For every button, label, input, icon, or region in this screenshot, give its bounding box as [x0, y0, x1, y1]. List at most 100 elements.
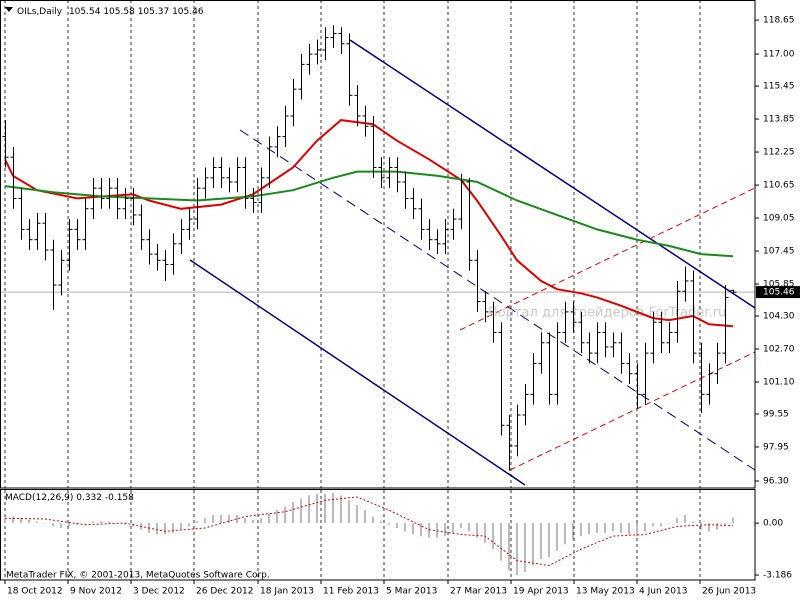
macd-bar — [412, 523, 414, 535]
header-high: 105.58 — [103, 7, 135, 17]
trend-line — [349, 39, 756, 309]
macd-bar — [604, 523, 606, 533]
header-open: 105.54 — [69, 7, 101, 17]
macd-bar — [92, 521, 94, 524]
macd-bar — [68, 523, 70, 527]
macd-bar — [396, 523, 398, 528]
macd-bar — [476, 523, 478, 538]
y-tick-label: 102.70 — [763, 344, 795, 354]
macd-bar — [28, 519, 30, 524]
macd-bar — [100, 521, 102, 524]
macd-bar — [524, 523, 526, 573]
macd-bar — [572, 523, 574, 540]
macd-bar — [628, 523, 630, 535]
macd-bar — [420, 523, 422, 537]
y-tick-label: 109.05 — [763, 214, 795, 224]
y-tick-label: 113.85 — [763, 115, 795, 125]
y-tick-label: 107.45 — [763, 247, 795, 257]
x-tick-label: 18 Jan 2013 — [260, 587, 314, 597]
macd-bar — [212, 514, 214, 524]
trend-line — [189, 259, 526, 486]
macd-bar — [388, 523, 390, 525]
macd-bar — [340, 495, 342, 524]
macd-bar — [516, 523, 518, 576]
macd-bar — [692, 521, 694, 524]
menu-arrow[interactable] — [5, 7, 13, 12]
macd-bar — [484, 523, 486, 543]
macd-bar — [588, 523, 590, 535]
chart-header: OILs,Daily 105.54 105.58 105.37 105.46 — [17, 7, 204, 17]
y-tick-label: 110.65 — [763, 181, 795, 191]
signal-value: -0.158 — [105, 493, 134, 503]
x-tick-label: 3 Dec 2012 — [133, 587, 185, 597]
macd-bar — [300, 498, 302, 524]
y-tick-label: 115.45 — [763, 82, 795, 92]
macd-bar — [252, 519, 254, 524]
macd-bar — [372, 516, 374, 524]
x-tick-label: 11 Feb 2013 — [323, 587, 379, 597]
macd-bar — [452, 523, 454, 533]
footer: MetaTrader FIX, © 2001-2013, MetaQuotes … — [6, 571, 270, 581]
y-tick-label: 99.55 — [763, 409, 789, 419]
macd-bar — [508, 523, 510, 571]
macd-bar — [236, 514, 238, 524]
macd-bar — [276, 510, 278, 524]
macd-bar — [60, 523, 62, 528]
y-tick-label: 104.30 — [763, 312, 795, 322]
macd-bar — [124, 523, 126, 525]
macd-bar — [204, 518, 206, 524]
y-tick-label: 117.00 — [763, 50, 795, 60]
x-tick-label: 5 Mar 2013 — [386, 587, 437, 597]
macd-bar — [180, 523, 182, 530]
macd-bar — [644, 523, 646, 532]
x-tick-label: 4 Jun 2013 — [639, 587, 687, 597]
macd-bar — [348, 500, 350, 524]
macd-bar — [84, 523, 86, 524]
macd-title: MACD(12,26,9) — [5, 493, 73, 503]
macd-bar — [220, 514, 222, 524]
x-tick-label: 26 Dec 2012 — [196, 587, 254, 597]
macd-bar — [548, 523, 550, 558]
macd-bar — [44, 523, 46, 524]
x-tick-label: 27 Mar 2013 — [450, 587, 507, 597]
x-tick-label: 9 Nov 2012 — [70, 587, 122, 597]
macd-bar — [532, 523, 534, 566]
macd-bar — [492, 523, 494, 550]
macd-value: 0.332 — [76, 493, 102, 503]
x-tick-label: 19 Apr 2013 — [513, 587, 569, 597]
macd-bar — [684, 514, 686, 524]
macd-bar — [556, 523, 558, 551]
macd-bar — [172, 523, 174, 533]
macd-bar — [356, 505, 358, 524]
macd-bar — [732, 517, 734, 524]
macd-bar — [652, 523, 654, 527]
macd-bar — [676, 518, 678, 524]
macd-bar — [164, 523, 166, 535]
macd-bar — [52, 523, 54, 527]
macd-bar — [308, 495, 310, 524]
x-tick-label: 13 May 2013 — [576, 587, 635, 597]
macd-bar — [4, 518, 6, 524]
macd-bar — [292, 501, 294, 524]
symbol: OILs,Daily — [17, 7, 63, 17]
macd-bar — [564, 523, 566, 545]
y-tick-label: 112.25 — [763, 148, 795, 158]
macd-bar — [580, 523, 582, 537]
macd-bar — [612, 523, 614, 532]
y-tick-label: 96.30 — [763, 476, 789, 486]
price-label: 105.46 — [763, 288, 795, 298]
price-label-box — [756, 286, 800, 299]
macd-bar — [708, 523, 710, 532]
macd-bar — [620, 523, 622, 533]
macd-bar — [468, 523, 470, 532]
macd-bar — [316, 493, 318, 524]
header-low: 105.37 — [138, 7, 170, 17]
y-tick-label: 105.85 — [763, 280, 795, 290]
macd-bar — [596, 523, 598, 533]
macd-bar — [108, 521, 110, 524]
macd-bar — [324, 493, 326, 524]
channel-line — [459, 187, 756, 331]
macd-bar — [428, 523, 430, 538]
